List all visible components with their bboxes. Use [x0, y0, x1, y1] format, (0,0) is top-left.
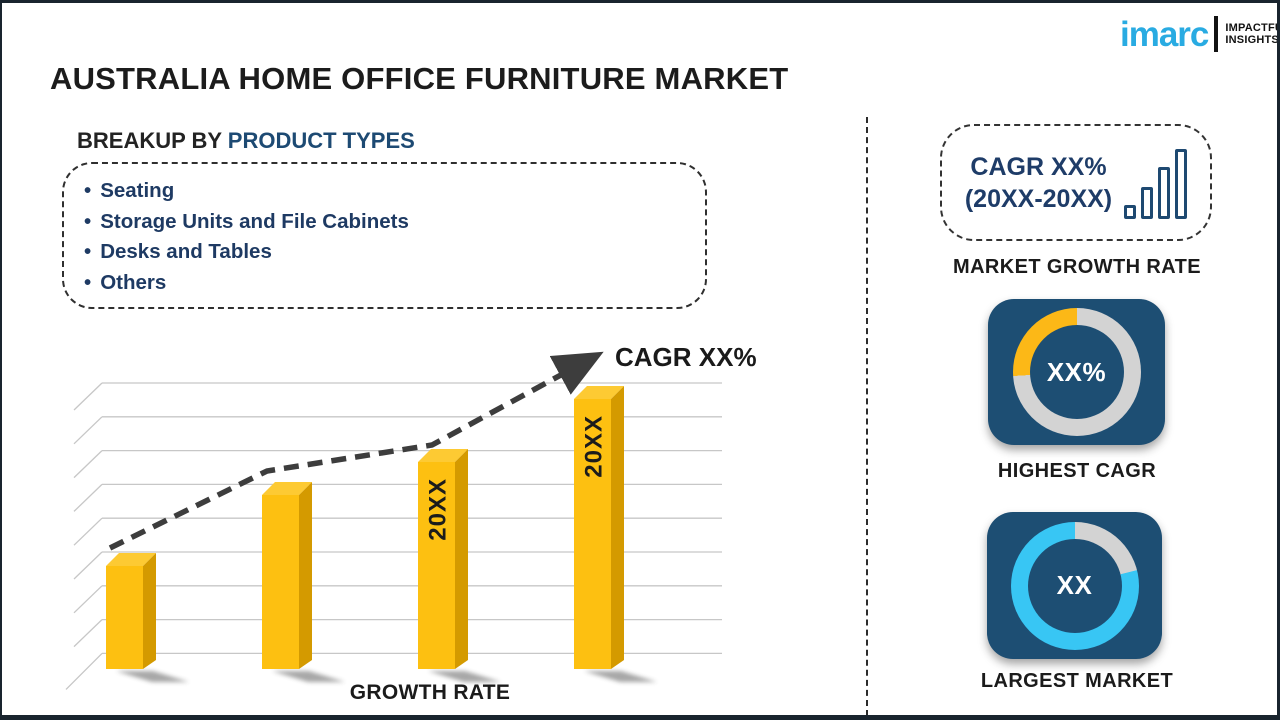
page-title: AUSTRALIA HOME OFFICE FURNITURE MARKET [50, 61, 789, 96]
largest-market-value: XX [1056, 570, 1093, 600]
breakup-heading-prefix: BREAKUP BY [77, 128, 228, 153]
growth-rate-axis-label: GROWTH RATE [349, 681, 511, 704]
logo-tagline: IMPACTFUL INSIGHTS [1225, 22, 1279, 46]
imarc-wordmark: imarc [1120, 14, 1209, 54]
list-item: Storage Units and File Cabinets [84, 207, 705, 238]
highest-cagr-value: XX% [1046, 356, 1107, 387]
bar-chart-icon-bar [1141, 186, 1154, 219]
cagr-summary-box: CAGR XX% (20XX-20XX) [940, 124, 1212, 241]
cagr-arrow-label: CAGR XX% [615, 342, 757, 372]
cagr-summary-text: CAGR XX% (20XX-20XX) [965, 151, 1112, 215]
product-types-list: Seating Storage Units and File Cabinets … [64, 176, 705, 298]
list-item: Others [84, 268, 705, 299]
logo-tagline-line1: IMPACTFUL [1225, 22, 1277, 34]
donut-hole: XX [1027, 538, 1122, 633]
bar-chart-icon-bar [1175, 148, 1188, 219]
logo-tagline-line2: INSIGHTS [1225, 34, 1279, 46]
highest-cagr-card: XX% [988, 299, 1165, 445]
donut-hole: XX% [1029, 325, 1124, 419]
bar-chart-icon-bar [1124, 204, 1137, 219]
cagr-period-line: (20XX-20XX) [964, 184, 1113, 213]
imarc-logo: imarc IMPACTFUL INSIGHTS [1120, 14, 1279, 54]
list-item: Desks and Tables [84, 237, 705, 268]
growth-bar-chart-svg: 20XX 20XX [65, 351, 722, 690]
growth-bar-chart: 20XX 20XX CAGR XX% GROWTH RATE [47, 338, 759, 715]
list-item: Seating [84, 176, 705, 207]
bar-chart-icon [1124, 147, 1188, 219]
largest-market-caption: LARGEST MARKET [980, 670, 1174, 692]
product-types-box: Seating Storage Units and File Cabinets … [62, 162, 707, 309]
breakup-heading: BREAKUP BY PRODUCT TYPES [77, 128, 415, 154]
highest-cagr-donut: XX% [1012, 308, 1141, 436]
highest-cagr-caption: HIGHEST CAGR [997, 460, 1157, 482]
bar-chart-icon-bar [1158, 166, 1171, 219]
svg-text:20XX: 20XX [581, 415, 608, 478]
largest-market-donut: XX [1010, 521, 1139, 650]
cagr-value-line: CAGR XX% [970, 152, 1107, 181]
breakup-heading-highlight: PRODUCT TYPES [227, 128, 415, 153]
market-growth-rate-caption: MARKET GROWTH RATE [953, 256, 1201, 278]
svg-text:20XX: 20XX [425, 478, 452, 541]
largest-market-card: XX [987, 512, 1162, 659]
logo-divider-bar [1214, 16, 1219, 52]
section-divider-line [866, 117, 868, 715]
